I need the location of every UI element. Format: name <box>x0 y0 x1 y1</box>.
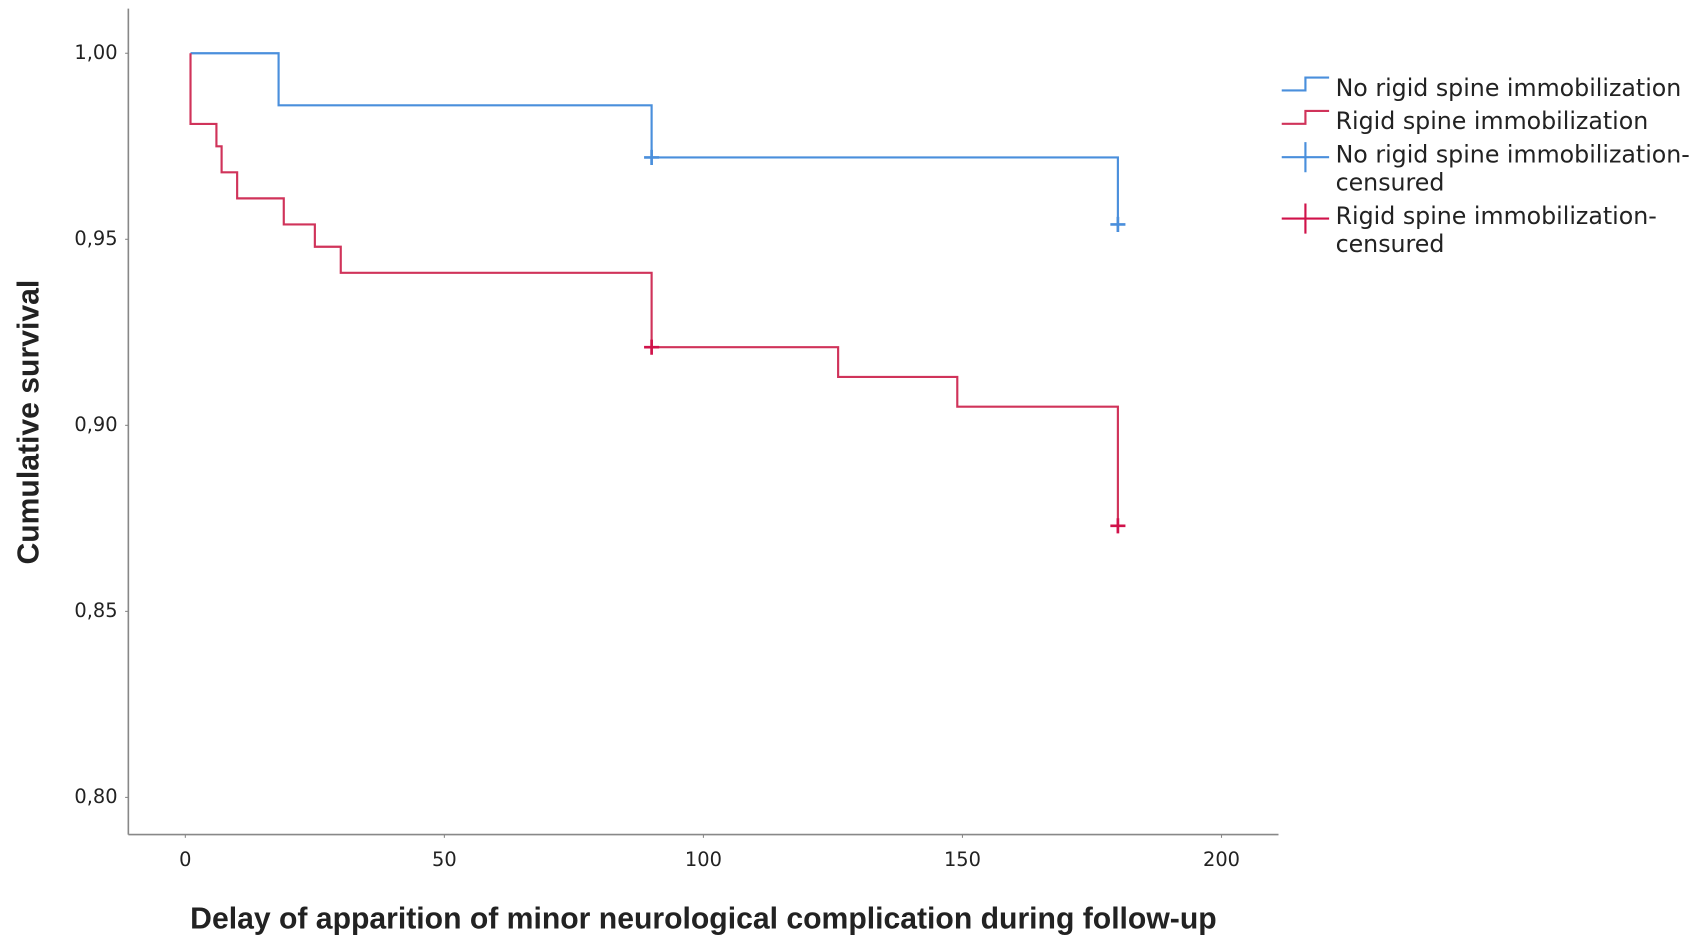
legend-icon <box>1281 109 1330 125</box>
y-tick-label: 0,95 <box>74 227 117 250</box>
survival-line <box>189 53 1119 526</box>
legend-icon <box>1281 76 1330 92</box>
legend-entry: Rigid spine immobilization <box>1335 108 1649 136</box>
legend-icon <box>1281 203 1330 234</box>
y-tick-label: 0,90 <box>74 413 117 436</box>
x-tick-label: 200 <box>1203 848 1240 871</box>
censor-mark <box>1110 518 1126 534</box>
y-axis-title: Cumulative survival <box>12 280 45 565</box>
legend-label: No rigid spine immobilization <box>1335 75 1682 103</box>
censor-mark <box>644 339 660 355</box>
legend-label: No rigid spine immobilization-censured <box>1335 142 1689 198</box>
x-axis-title: Delay of apparition of minor neurologica… <box>190 903 1216 936</box>
y-tick-label: 0,85 <box>74 599 117 622</box>
legend-label: Rigid spine immobilization-censured <box>1335 203 1657 259</box>
x-tick-label: 150 <box>944 848 981 871</box>
censor-mark <box>644 149 660 165</box>
legend-icon <box>1281 142 1330 173</box>
legend-label: Rigid spine immobilization <box>1335 108 1649 136</box>
y-tick-label: 0,80 <box>74 785 117 808</box>
x-tick-label: 0 <box>179 848 191 871</box>
x-tick-label: 100 <box>685 848 722 871</box>
x-tick-label: 50 <box>432 848 457 871</box>
survival-line <box>190 52 1119 225</box>
y-tick-label: 1,00 <box>74 41 117 64</box>
legend-entry: No rigid spine immobilization-censured <box>1335 142 1689 198</box>
censor-mark <box>1110 216 1126 232</box>
legend-entry: Rigid spine immobilization-censured <box>1335 203 1657 259</box>
legend-entry: No rigid spine immobilization <box>1335 75 1682 103</box>
